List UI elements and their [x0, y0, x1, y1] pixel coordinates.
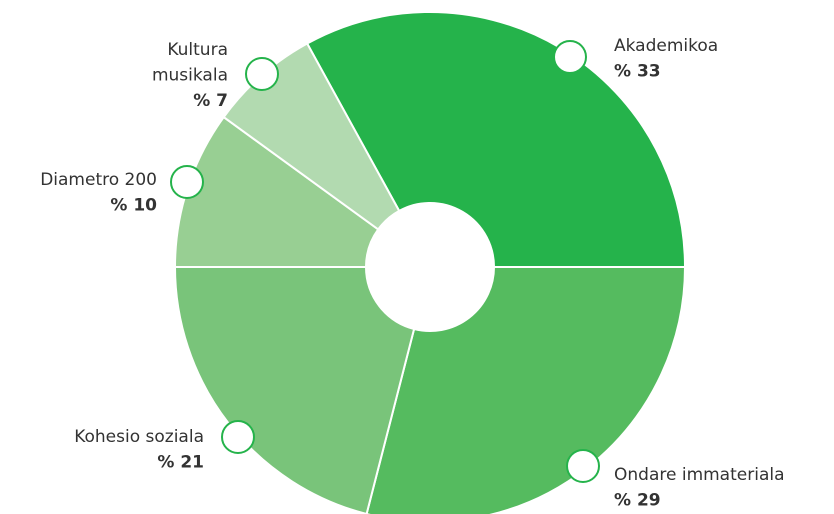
category-label: Ondare immateriala — [614, 465, 785, 485]
slice — [305, 11, 687, 268]
category-label: Akademikoa — [614, 36, 718, 56]
category-label: Diametro 200 — [40, 170, 157, 190]
value-label: % 29 — [614, 491, 661, 511]
label-marker — [566, 449, 600, 483]
category-label: Kohesio soziala — [74, 427, 204, 447]
label-marker — [245, 57, 279, 91]
value-label: % 33 — [614, 62, 661, 82]
label-marker — [553, 40, 587, 74]
category-label: Kultura musikala — [152, 40, 228, 86]
value-label: % 10 — [110, 196, 157, 216]
donut-hole — [366, 203, 494, 331]
value-label: % 21 — [157, 453, 204, 473]
label-marker — [221, 420, 255, 454]
label-marker — [170, 165, 204, 199]
value-label: % 7 — [193, 91, 228, 111]
